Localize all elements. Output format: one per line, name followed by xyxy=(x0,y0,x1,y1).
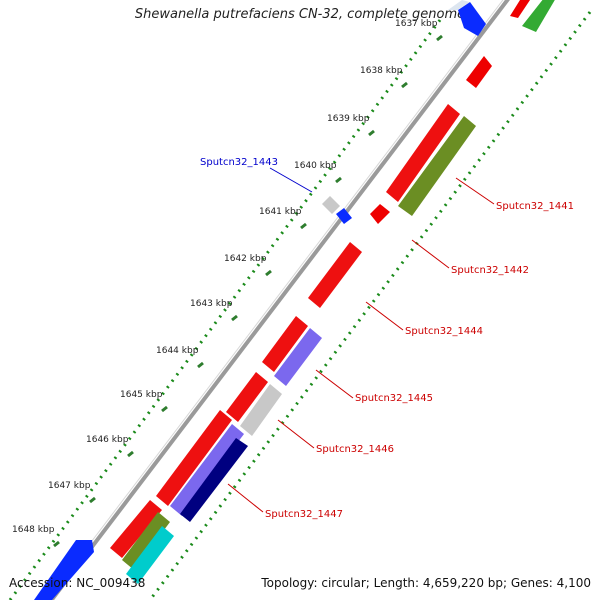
cds-feature-forward-1444[interactable] xyxy=(308,242,362,308)
tick-mark xyxy=(89,496,96,504)
cds-feature-green[interactable] xyxy=(522,0,556,32)
tick-label: 1640 kbp xyxy=(294,161,337,171)
gene-label-connector xyxy=(455,177,495,205)
tick-label: 1646 kbp xyxy=(86,435,129,445)
scale-ticks: 1637 kbp 1638 kbp 1639 kbp 1640 kbp 1641 kbp… xyxy=(12,19,443,548)
gene-label[interactable]: Sputcn32_1445 xyxy=(355,393,433,404)
gene-label[interactable]: Sputcn32_1447 xyxy=(265,509,343,520)
tick-label: 1639 kbp xyxy=(327,114,370,124)
tick-label: 1637 kbp xyxy=(395,19,438,29)
gene-label-layer: Sputcn32_1443 Sputcn32_1441 Sputcn32_1442 S… xyxy=(200,157,574,520)
cds-feature-gray-1443[interactable] xyxy=(322,196,340,214)
gene-label-connector xyxy=(315,369,354,399)
cds-feature-olive[interactable] xyxy=(122,512,170,570)
gene-label-connector xyxy=(365,301,404,331)
cds-feature-cyan[interactable] xyxy=(126,526,174,584)
cds-feature-reverse-1443[interactable] xyxy=(336,208,352,224)
tick-mark xyxy=(335,176,342,184)
tick-mark xyxy=(265,269,272,277)
tick-label: 1641 kbp xyxy=(259,207,302,217)
tick-mark xyxy=(401,81,408,89)
map-title: Shewanella putrefaciens CN-32, complete … xyxy=(134,7,466,22)
tick-mark xyxy=(300,222,307,230)
tick-mark xyxy=(161,405,168,413)
tick-label: 1643 kbp xyxy=(190,299,233,309)
cds-feature-slate-1445[interactable] xyxy=(274,328,322,386)
gc-content-track-outer xyxy=(8,19,442,600)
cds-feature-forward-1442[interactable] xyxy=(370,204,390,224)
gene-label-connector xyxy=(227,483,264,513)
cds-feature-forward-1445[interactable] xyxy=(262,316,308,372)
cds-feature-olive[interactable] xyxy=(398,116,476,216)
genome-summary-text: Topology: circular; Length: 4,659,220 bp… xyxy=(261,576,591,590)
tick-mark xyxy=(368,129,375,137)
cds-feature-forward[interactable] xyxy=(466,56,492,88)
accession-text: Accession: NC_009438 xyxy=(9,576,146,590)
genome-backbone xyxy=(49,0,510,600)
cds-feature-forward-1446[interactable] xyxy=(226,372,268,422)
tick-mark xyxy=(53,540,60,548)
tick-label: 1642 kbp xyxy=(224,254,267,264)
cds-feature-navy[interactable] xyxy=(180,438,248,522)
tick-mark xyxy=(436,34,443,42)
tick-label: 1645 kbp xyxy=(120,390,163,400)
tick-mark xyxy=(197,361,204,369)
cds-feature-forward-1447[interactable] xyxy=(156,410,232,506)
gene-label[interactable]: Sputcn32_1446 xyxy=(316,444,394,455)
cds-feature-forward-1441[interactable] xyxy=(386,104,460,202)
gene-label-connector xyxy=(411,239,450,269)
gene-label[interactable]: Sputcn32_1443 xyxy=(200,157,278,168)
gene-label[interactable]: Sputcn32_1441 xyxy=(496,201,574,212)
cds-feature-forward[interactable] xyxy=(510,0,530,18)
genome-backbone-highlight xyxy=(46,0,504,600)
gene-label[interactable]: Sputcn32_1444 xyxy=(405,326,483,337)
tick-label: 1648 kbp xyxy=(12,525,55,535)
cds-feature-slate-1447[interactable] xyxy=(170,424,244,516)
tick-mark xyxy=(127,450,134,458)
gene-label[interactable]: Sputcn32_1442 xyxy=(451,265,529,276)
gene-label-connector xyxy=(277,419,315,449)
tick-label: 1647 kbp xyxy=(48,481,91,491)
cds-feature-reverse[interactable] xyxy=(34,540,94,600)
cds-feature-forward[interactable] xyxy=(110,500,162,558)
tick-label: 1638 kbp xyxy=(360,66,403,76)
tick-mark xyxy=(231,314,238,322)
tick-label: 1644 kbp xyxy=(156,346,199,356)
gene-label-connector xyxy=(269,167,313,193)
cds-feature-reverse[interactable] xyxy=(458,2,486,36)
cds-feature-gray[interactable] xyxy=(448,0,470,10)
cds-feature-gray-1446[interactable] xyxy=(240,384,282,436)
